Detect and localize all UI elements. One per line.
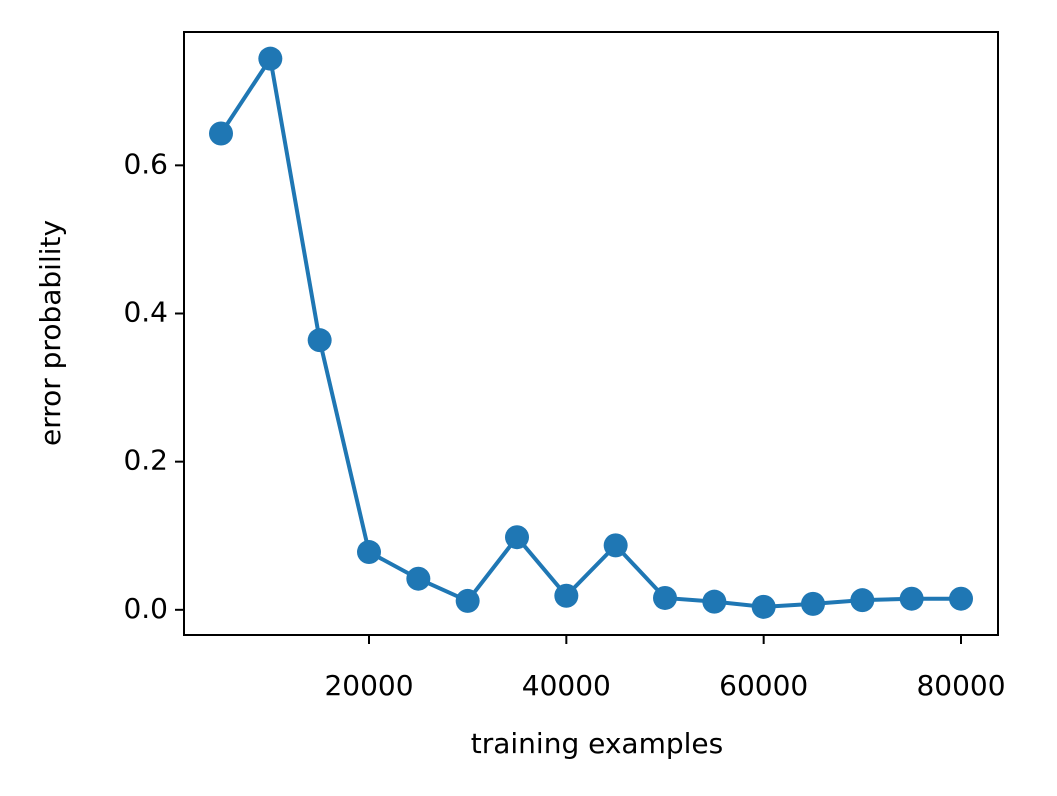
marker [406, 566, 431, 591]
marker [949, 586, 973, 611]
y-axis-label: error probability [34, 220, 67, 446]
x-axis-label: training examples [471, 727, 723, 760]
marker [258, 46, 283, 71]
line [219, 53, 961, 609]
y-tick-label: 0.2 [123, 444, 168, 477]
marker [505, 525, 529, 550]
marker [455, 588, 480, 613]
marker [899, 586, 924, 611]
marker [603, 533, 628, 558]
marker [801, 591, 825, 616]
marker [653, 585, 677, 610]
x-tick-label: 80000 [916, 669, 1005, 702]
x-tick-label: 40000 [522, 669, 611, 702]
marker [850, 588, 875, 613]
marker [751, 594, 776, 619]
x-tick-label: 60000 [719, 669, 808, 702]
plot-frame [183, 31, 999, 636]
marker [702, 589, 727, 614]
marker [357, 540, 381, 565]
x-tick-label: 20000 [324, 669, 413, 702]
y-tick-label: 0.6 [123, 147, 168, 180]
y-tick-label: 0.0 [123, 592, 168, 625]
marker [307, 328, 332, 353]
marker [209, 121, 233, 146]
y-tick-label: 0.4 [123, 295, 168, 328]
marker [554, 583, 579, 608]
